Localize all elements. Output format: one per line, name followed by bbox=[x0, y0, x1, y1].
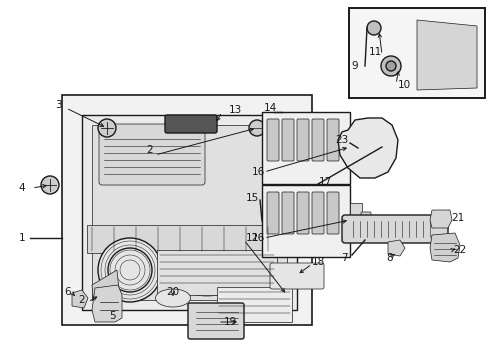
Text: 15: 15 bbox=[245, 193, 258, 203]
Text: 4: 4 bbox=[19, 183, 25, 193]
Text: 22: 22 bbox=[452, 245, 466, 255]
Text: 16: 16 bbox=[251, 233, 264, 243]
FancyBboxPatch shape bbox=[266, 119, 279, 161]
FancyBboxPatch shape bbox=[326, 119, 338, 161]
Polygon shape bbox=[92, 125, 286, 300]
FancyBboxPatch shape bbox=[359, 138, 383, 157]
Text: 13: 13 bbox=[228, 105, 241, 115]
FancyBboxPatch shape bbox=[187, 303, 244, 339]
Circle shape bbox=[385, 61, 395, 71]
FancyBboxPatch shape bbox=[262, 112, 349, 184]
FancyBboxPatch shape bbox=[157, 250, 276, 295]
Text: 2: 2 bbox=[146, 145, 153, 155]
FancyBboxPatch shape bbox=[326, 192, 338, 234]
FancyBboxPatch shape bbox=[62, 95, 311, 325]
FancyBboxPatch shape bbox=[296, 192, 308, 234]
Polygon shape bbox=[92, 285, 122, 322]
Text: 3: 3 bbox=[55, 100, 61, 110]
Circle shape bbox=[366, 21, 380, 35]
Text: 1: 1 bbox=[19, 233, 25, 243]
Polygon shape bbox=[82, 115, 296, 310]
Text: 23: 23 bbox=[335, 135, 348, 145]
Circle shape bbox=[41, 176, 59, 194]
Ellipse shape bbox=[155, 289, 190, 307]
FancyBboxPatch shape bbox=[262, 185, 349, 257]
Polygon shape bbox=[92, 270, 120, 310]
Text: 16: 16 bbox=[251, 167, 264, 177]
FancyBboxPatch shape bbox=[311, 192, 324, 234]
Text: 21: 21 bbox=[450, 213, 464, 223]
Polygon shape bbox=[337, 118, 397, 178]
Polygon shape bbox=[429, 233, 459, 262]
Circle shape bbox=[248, 120, 264, 136]
FancyBboxPatch shape bbox=[349, 203, 361, 238]
Text: 12: 12 bbox=[245, 233, 258, 243]
Text: 2: 2 bbox=[79, 295, 85, 305]
FancyBboxPatch shape bbox=[282, 192, 293, 234]
Circle shape bbox=[98, 238, 162, 302]
FancyBboxPatch shape bbox=[348, 8, 484, 98]
Circle shape bbox=[380, 56, 400, 76]
Text: 5: 5 bbox=[108, 311, 115, 321]
Polygon shape bbox=[416, 20, 476, 90]
Text: 19: 19 bbox=[223, 317, 236, 327]
Text: 8: 8 bbox=[386, 253, 392, 263]
Polygon shape bbox=[387, 240, 404, 256]
Text: 20: 20 bbox=[166, 287, 179, 297]
Text: 18: 18 bbox=[311, 257, 324, 267]
Circle shape bbox=[98, 119, 116, 137]
FancyBboxPatch shape bbox=[217, 287, 291, 322]
FancyBboxPatch shape bbox=[360, 212, 370, 228]
Polygon shape bbox=[429, 210, 451, 228]
Text: 10: 10 bbox=[397, 80, 410, 90]
FancyBboxPatch shape bbox=[296, 119, 308, 161]
Text: 17: 17 bbox=[318, 177, 331, 187]
FancyBboxPatch shape bbox=[269, 263, 324, 289]
FancyBboxPatch shape bbox=[282, 119, 293, 161]
FancyBboxPatch shape bbox=[87, 225, 296, 253]
FancyBboxPatch shape bbox=[311, 119, 324, 161]
FancyBboxPatch shape bbox=[341, 215, 447, 243]
Text: 6: 6 bbox=[64, 287, 71, 297]
Text: 11: 11 bbox=[367, 47, 381, 57]
FancyBboxPatch shape bbox=[164, 115, 217, 133]
Text: 14: 14 bbox=[263, 103, 276, 113]
FancyBboxPatch shape bbox=[266, 192, 279, 234]
Text: 7: 7 bbox=[340, 253, 346, 263]
FancyBboxPatch shape bbox=[349, 130, 361, 165]
Text: 9: 9 bbox=[351, 61, 358, 71]
Polygon shape bbox=[72, 290, 88, 308]
FancyBboxPatch shape bbox=[99, 124, 204, 185]
